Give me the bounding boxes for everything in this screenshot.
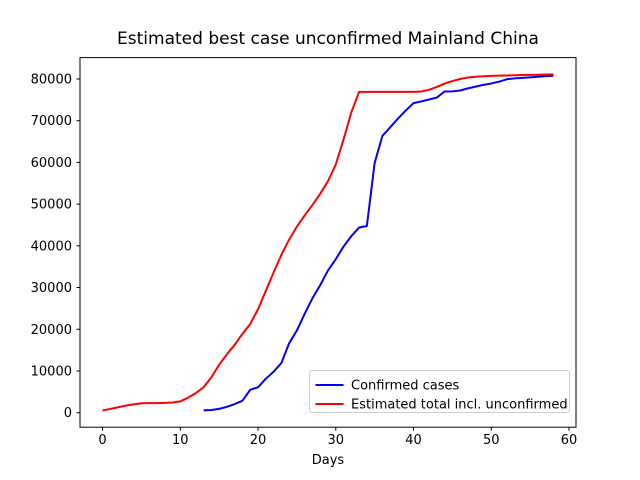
legend: Confirmed cases Estimated total incl. un…	[309, 370, 570, 413]
axes-frame	[79, 57, 577, 428]
x-tick-label: 20	[250, 433, 267, 448]
y-tick-label: 40000	[31, 239, 72, 254]
y-tick-label: 60000	[31, 156, 72, 171]
y-tick-label: 0	[64, 406, 72, 421]
legend-label-confirmed-cases: Confirmed cases	[351, 379, 460, 394]
x-tick-label: 40	[405, 433, 422, 448]
x-tick-label: 10	[172, 433, 189, 448]
axes-layer: 0 10 20 30 40 50 60 0 10000 20000 30000 40000 50000 6…	[31, 57, 578, 448]
x-tick-label: 60	[561, 433, 578, 448]
y-tick-label: 70000	[31, 114, 72, 129]
x-tick-label: 50	[483, 433, 500, 448]
x-axis-label: Days	[312, 453, 345, 468]
legend-label-estimated-total: Estimated total incl. unconfirmed	[351, 398, 568, 413]
y-tick-label: 50000	[31, 198, 72, 213]
y-tick-label: 10000	[31, 364, 72, 379]
series-layer	[102, 73, 554, 412]
series-line-estimated-total-incl-unconfirmed	[102, 73, 554, 412]
legend-box	[309, 370, 570, 413]
series-line-confirmed-cases	[203, 74, 554, 412]
chart-title: Estimated best case unconfirmed Mainland…	[117, 29, 539, 49]
x-tick-label: 0	[98, 433, 106, 448]
y-tick-label: 30000	[31, 281, 72, 296]
y-tick-label: 80000	[31, 72, 72, 87]
x-tick-label: 30	[328, 433, 345, 448]
y-tick-label: 20000	[31, 323, 72, 338]
